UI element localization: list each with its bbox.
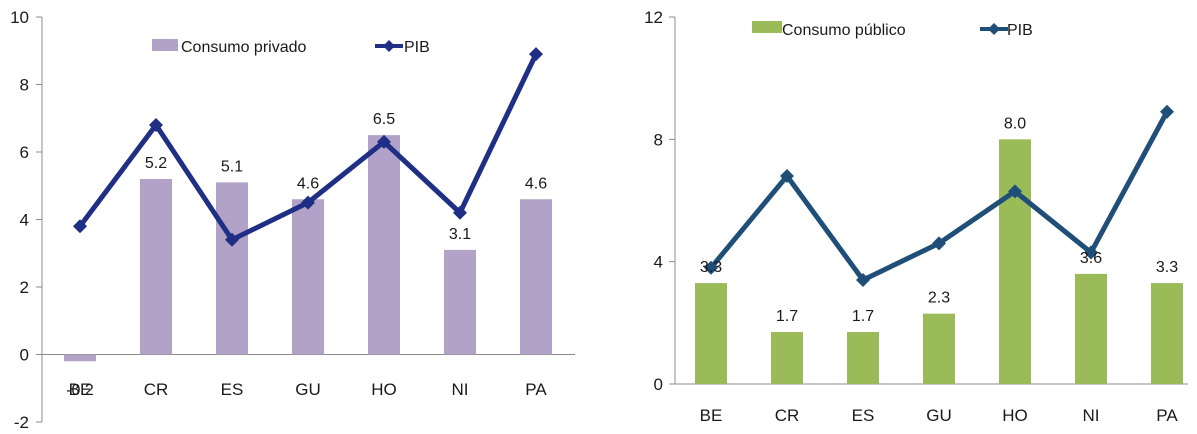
c2-pib-marker <box>704 260 718 275</box>
c2-x-tick-label: PA <box>1156 406 1178 425</box>
c1-y-tick-label: 10 <box>10 8 29 27</box>
c1-x-tick-label: BE <box>69 380 92 399</box>
c2-pib-marker <box>780 169 794 184</box>
c2-data-label: 3.3 <box>1156 259 1178 276</box>
c1-legend-line-marker <box>383 40 395 52</box>
c1-bar-ni <box>444 249 476 355</box>
c1-y-tick-label: 0 <box>20 346 29 365</box>
c2-data-label: 3.6 <box>1080 250 1102 267</box>
c2-data-label: 3.3 <box>700 259 722 276</box>
c1-data-label: -0.2 <box>66 382 94 399</box>
c1-x-tick-label: HO <box>371 380 397 399</box>
c1-bar-gu <box>292 199 324 355</box>
c1-y-tick-label: 6 <box>20 143 29 162</box>
c1-data-label: 4.6 <box>525 175 547 192</box>
c1-y-tick-label: -2 <box>14 413 29 432</box>
c1-data-label: 3.1 <box>449 226 471 243</box>
c2-x-tick-label: BE <box>700 406 723 425</box>
c1-data-label: 5.1 <box>221 158 243 175</box>
c2-pib-marker <box>1160 104 1174 119</box>
c2-y-tick-label: 8 <box>654 130 663 149</box>
c1-pib-marker <box>453 205 467 220</box>
c1-pib-marker <box>529 47 543 62</box>
c1-x-tick-label: NI <box>452 380 469 399</box>
c2-bar-es <box>847 332 879 384</box>
c1-pib-marker <box>301 195 315 210</box>
c1-pib-marker <box>225 232 239 247</box>
c2-y-tick-label: 0 <box>654 375 663 394</box>
c2-pib-marker <box>1084 245 1098 260</box>
c1-pib-marker <box>377 134 391 149</box>
c1-pib-marker <box>149 118 163 132</box>
c2-legend-line-label: PIB <box>1007 22 1033 39</box>
c1-data-label: 6.5 <box>373 111 395 128</box>
c2-bar-gu <box>923 313 955 384</box>
c2-x-tick-label: GU <box>926 406 952 425</box>
c2-pib-marker <box>932 236 946 251</box>
c2-y-tick-label: 12 <box>644 8 663 27</box>
c1-y-tick-label: 8 <box>20 76 29 95</box>
c1-bar-es <box>216 182 248 355</box>
c2-pib-marker <box>856 273 870 288</box>
c1-bar-cr <box>140 179 172 355</box>
c1-legend-bar-swatch <box>152 39 178 51</box>
c1-x-tick-label: PA <box>525 380 547 399</box>
c2-bar-cr <box>771 332 803 384</box>
c2-bar-pa <box>1151 283 1183 384</box>
c2-data-label: 2.3 <box>928 290 950 307</box>
c2-y-tick-label: 4 <box>654 253 663 272</box>
c2-data-label: 1.7 <box>852 308 874 325</box>
c1-legend-bar-label: Consumo privado <box>181 39 307 56</box>
c1-legend-line-label: PIB <box>404 39 430 56</box>
c2-legend-bar-label: Consumo público <box>782 22 906 39</box>
c2-bar-ni <box>1075 273 1107 384</box>
c1-bar-ho <box>368 135 400 355</box>
c2-legend-bar-swatch <box>752 21 782 33</box>
c2-bar-be <box>695 283 727 384</box>
c2-bar-ho <box>999 139 1031 384</box>
c2-x-tick-label: NI <box>1083 406 1100 425</box>
c1-y-tick-label: 2 <box>20 278 29 297</box>
c2-pib-marker <box>1008 184 1022 199</box>
c1-x-tick-label: CR <box>144 380 169 399</box>
c1-pib-marker <box>73 219 87 234</box>
c2-x-tick-label: HO <box>1002 406 1028 425</box>
c1-data-label: 5.2 <box>145 155 167 172</box>
c2-data-label: 8.0 <box>1004 115 1026 132</box>
c1-x-tick-label: GU <box>295 380 321 399</box>
c1-bar-pa <box>520 199 552 355</box>
c2-x-tick-label: ES <box>852 406 875 425</box>
c1-y-tick-label: 4 <box>20 211 29 230</box>
c1-bar-be <box>64 354 96 362</box>
c2-legend-line-marker <box>988 23 1000 35</box>
c1-x-tick-label: ES <box>221 380 244 399</box>
c2-x-tick-label: CR <box>775 406 800 425</box>
c1-data-label: 4.6 <box>297 175 319 192</box>
c2-data-label: 1.7 <box>776 308 798 325</box>
